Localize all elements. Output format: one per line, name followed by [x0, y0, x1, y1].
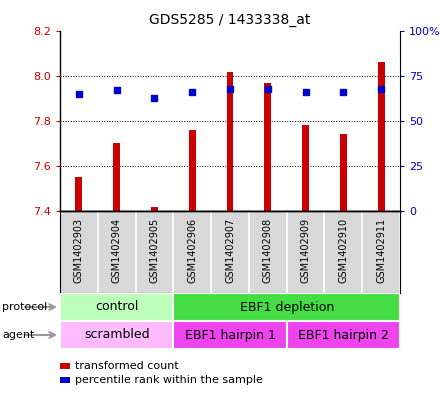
- Text: GSM1402908: GSM1402908: [263, 218, 273, 283]
- Bar: [60, 321, 173, 349]
- Text: GSM1402909: GSM1402909: [301, 218, 311, 283]
- Text: GSM1402904: GSM1402904: [112, 218, 122, 283]
- Bar: [151, 206, 158, 211]
- Text: EBF1 hairpin 1: EBF1 hairpin 1: [184, 329, 275, 342]
- Text: agent: agent: [2, 330, 34, 340]
- Text: GSM1402905: GSM1402905: [150, 218, 159, 283]
- Text: GSM1402910: GSM1402910: [338, 218, 348, 283]
- Text: scrambled: scrambled: [84, 329, 150, 342]
- Bar: [189, 130, 196, 211]
- Bar: [378, 62, 385, 211]
- Bar: [173, 293, 400, 321]
- Text: GSM1402906: GSM1402906: [187, 218, 197, 283]
- Title: GDS5285 / 1433338_at: GDS5285 / 1433338_at: [149, 13, 311, 27]
- Bar: [287, 321, 400, 349]
- Text: EBF1 depletion: EBF1 depletion: [239, 301, 334, 314]
- Text: percentile rank within the sample: percentile rank within the sample: [75, 375, 263, 385]
- Bar: [302, 125, 309, 211]
- Bar: [60, 293, 173, 321]
- Text: EBF1 hairpin 2: EBF1 hairpin 2: [298, 329, 389, 342]
- Text: control: control: [95, 301, 138, 314]
- Text: transformed count: transformed count: [75, 361, 179, 371]
- Bar: [113, 143, 120, 211]
- Text: GSM1402903: GSM1402903: [74, 218, 84, 283]
- Text: GSM1402907: GSM1402907: [225, 218, 235, 283]
- Bar: [76, 177, 82, 211]
- Text: GSM1402911: GSM1402911: [376, 218, 386, 283]
- Bar: [264, 83, 271, 211]
- Text: protocol: protocol: [2, 302, 47, 312]
- Bar: [340, 134, 347, 211]
- Bar: [227, 72, 233, 211]
- Bar: [173, 321, 287, 349]
